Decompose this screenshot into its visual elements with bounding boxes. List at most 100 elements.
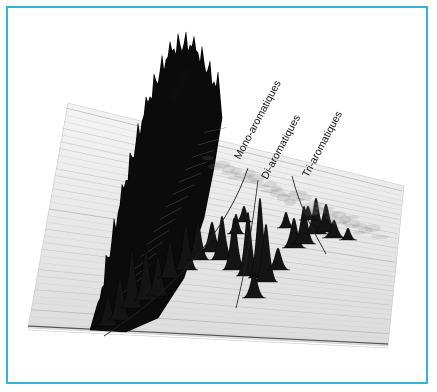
baseline-streak [56, 161, 399, 230]
peak-cluster [276, 211, 296, 229]
ridge-highlight [191, 150, 214, 158]
aromatic-smear [276, 193, 291, 202]
baseline-streak [31, 309, 390, 335]
baseline-streak [62, 127, 401, 206]
ridge-highlight [204, 127, 227, 133]
baseline-streak [39, 262, 393, 301]
zone-line-tri [291, 175, 327, 255]
zone-line-di [235, 179, 259, 309]
aromatic-smear [260, 188, 279, 193]
aromatic-smear [227, 175, 244, 180]
baseline-streak [42, 242, 394, 287]
aromatic-smear [249, 180, 264, 185]
baseline-streak [64, 114, 402, 197]
ridge-highlight [178, 172, 201, 183]
aromatic-smear [331, 211, 346, 220]
baseline-streak [36, 282, 391, 315]
aromatic-smear [309, 206, 326, 215]
aromatic-smear [302, 202, 321, 211]
baseline-streak [61, 134, 401, 211]
baseline-streak [38, 269, 392, 306]
peak-cluster [281, 217, 307, 249]
aromatic-smear [364, 224, 381, 233]
baseline-streak [30, 316, 389, 339]
peak-cluster [265, 247, 291, 271]
peak-surface [89, 31, 389, 333]
aromatic-smear [312, 202, 325, 207]
peak-cluster [107, 275, 133, 321]
peak-cluster [291, 205, 317, 245]
aromatic-smear [325, 214, 338, 221]
baseline-streak [41, 249, 394, 292]
gcxgc-3d-plot: Saturés Mono-aromatiques Di-aromatiques … [27, 31, 405, 349]
baseline-streak [65, 107, 403, 192]
ridge-highlight [185, 161, 208, 171]
aromatic-smear [358, 227, 373, 234]
peak-cluster [241, 271, 267, 299]
ridge-highlight [153, 218, 176, 233]
peak-cluster [253, 223, 279, 283]
aromatic-smear [371, 235, 389, 239]
aromatic-smear [342, 219, 361, 228]
peak-cluster [173, 223, 199, 271]
aromatic-smear [230, 168, 243, 175]
ridge-highlight [159, 207, 182, 220]
aromatic-smear [329, 218, 348, 225]
peak-cluster [95, 295, 121, 327]
aromatic-smear [241, 176, 258, 183]
ridge-highlight [146, 230, 170, 245]
baseline-streak [55, 168, 399, 235]
aromatic-smear [257, 184, 270, 189]
aromatic-smear [263, 181, 278, 188]
peak-cluster [298, 205, 318, 221]
baseline-streak [63, 121, 402, 201]
aromatic-smear [290, 197, 305, 202]
baseline-streak [59, 148, 400, 220]
aromatic-smear [270, 185, 283, 192]
aromatic-smear [339, 215, 352, 224]
aromatic-smear [284, 197, 297, 206]
aromatic-smear [345, 215, 360, 220]
peak-cluster [226, 213, 246, 235]
aromatic-smear [282, 193, 299, 198]
ridge-highlight [165, 195, 189, 208]
baseline-streak [32, 302, 390, 330]
ridge-highlight [197, 138, 221, 146]
baseline-streak [27, 329, 389, 349]
chart-figure: Saturés Mono-aromatiques Di-aromatiques … [6, 6, 428, 384]
baseline-streak [40, 255, 393, 296]
ridge-highlight [172, 184, 195, 195]
baseline-streak [54, 174, 398, 240]
peak-cluster [321, 219, 347, 239]
aromatic-smear [351, 223, 368, 230]
baseline-streak [37, 275, 392, 311]
peak-cluster [157, 241, 183, 279]
peak-cluster [185, 221, 211, 261]
peak-cluster [234, 205, 254, 223]
aromatic-smear [214, 160, 231, 169]
aromatic-smear [352, 230, 365, 235]
peak-cluster [119, 249, 145, 309]
aromatic-smear [269, 189, 286, 198]
peak-cluster [145, 255, 171, 297]
aromatic-smear [202, 156, 214, 160]
baseline-streak [33, 296, 391, 325]
aromatic-smear [233, 172, 252, 179]
aromatic-smear [220, 171, 239, 176]
aromatic-smear [221, 164, 236, 173]
zone-line-mono [103, 167, 249, 337]
aromatic-smear [323, 210, 340, 215]
aromatic-smear [288, 190, 307, 197]
aromatic-smear [315, 206, 334, 211]
baseline-streaks [27, 107, 403, 349]
baseline-streak [60, 141, 400, 216]
aromatic-smear [208, 163, 223, 170]
ridge-highlight [140, 241, 163, 258]
aromatic-smear [303, 209, 318, 216]
aromatic-smear [296, 194, 313, 201]
peak-cluster [338, 227, 358, 241]
plane-front-edge [27, 325, 389, 345]
baseline-streak [29, 323, 389, 344]
aromatic-smear [247, 173, 266, 182]
baseline-streak [57, 154, 400, 225]
